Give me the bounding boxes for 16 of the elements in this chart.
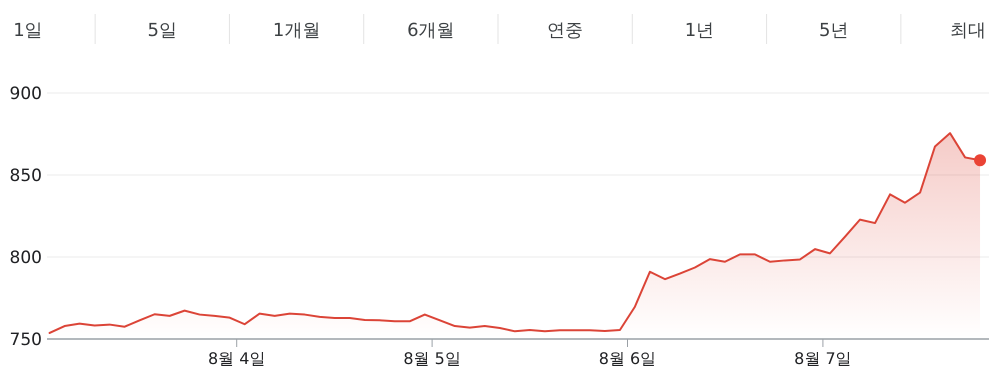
text: 6개월 <box>407 20 455 41</box>
text: 5년 <box>818 20 848 41</box>
x-tick-label: 8월 5일 <box>403 349 461 368</box>
x-tick-label: 8월 7일 <box>794 349 852 368</box>
text: 최대 <box>950 20 986 41</box>
y-tick-label: 800 <box>10 248 42 268</box>
y-tick-label: 850 <box>10 166 42 186</box>
text: 1일 <box>13 20 43 41</box>
text: 1년 <box>684 20 714 41</box>
y-tick-label: 900 <box>10 84 42 104</box>
text: 1개월 <box>272 20 320 41</box>
text: 5일 <box>148 20 178 41</box>
text: 연중 <box>547 20 584 41</box>
x-tick-label: 8월 6일 <box>598 349 656 368</box>
x-tick-label: 8월 4일 <box>208 349 266 368</box>
y-tick-label: 750 <box>10 330 42 350</box>
